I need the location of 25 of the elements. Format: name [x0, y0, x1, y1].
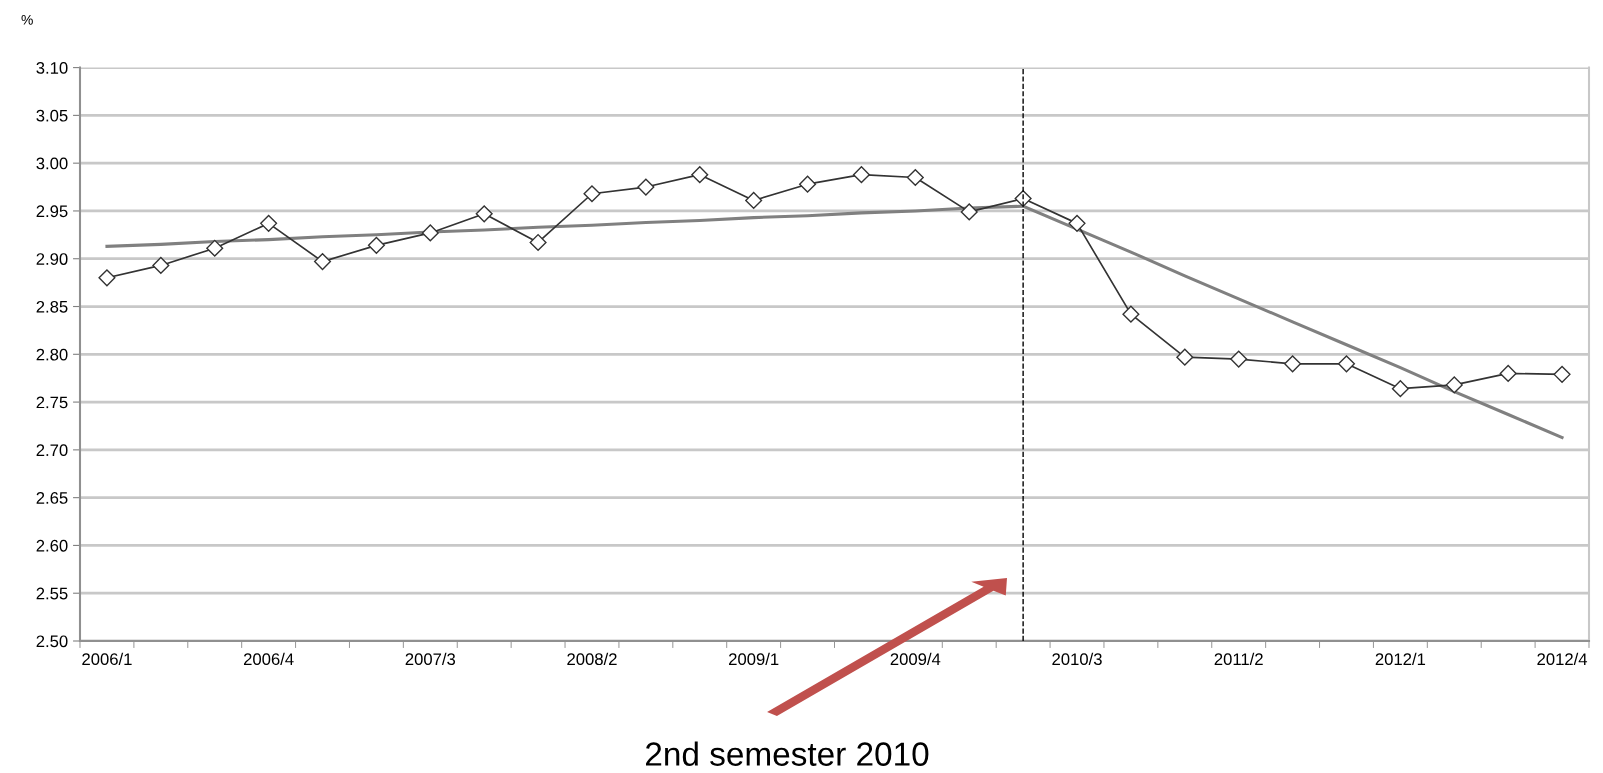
- y-tick-label: 3.05: [36, 109, 68, 122]
- x-tick-label: 2007/3: [405, 652, 456, 666]
- y-tick-label: 3.00: [36, 157, 68, 170]
- y-tick-label: 2.75: [36, 396, 68, 409]
- x-tick-label: 2010/3: [1052, 652, 1102, 666]
- y-tick-label: 2.80: [36, 348, 68, 361]
- x-tick-label: 2012/1: [1375, 652, 1426, 666]
- y-tick-label: 2.90: [36, 253, 68, 265]
- y-tick-label: 2.50: [36, 635, 68, 648]
- x-tick-label: 2009/4: [890, 652, 941, 666]
- y-tick-label: 2.65: [36, 492, 68, 504]
- y-tick-label: 2.60: [36, 539, 68, 552]
- x-tick-label: 2008/2: [567, 652, 617, 666]
- x-tick-label: 2006/4: [243, 652, 294, 666]
- x-tick-label: 2012/4: [1537, 652, 1588, 666]
- x-tick-label: 2006/1: [82, 652, 132, 666]
- y-axis-title: %: [21, 14, 33, 25]
- x-tick-label: 2009/1: [729, 652, 779, 666]
- y-tick-label: 2.85: [36, 300, 68, 313]
- y-tick-label: 2.95: [36, 205, 68, 218]
- x-tick-label: 2011/2: [1214, 652, 1263, 666]
- y-tick-label: 2.55: [36, 587, 68, 600]
- text: 2nd semester 2010: [646, 741, 929, 766]
- y-tick-label: 2.70: [36, 444, 68, 457]
- y-tick-label: 3.10: [36, 62, 68, 74]
